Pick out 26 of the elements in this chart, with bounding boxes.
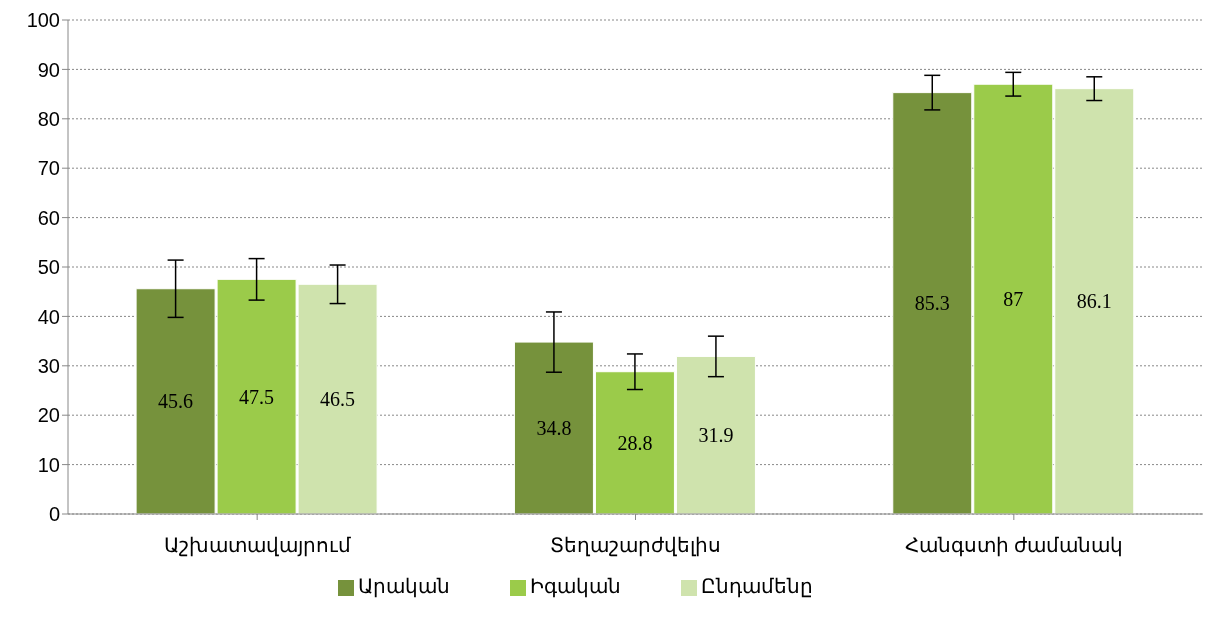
y-tick-label: 20 xyxy=(37,404,60,427)
data-label: 47.5 xyxy=(239,385,275,408)
data-label: 87 xyxy=(1003,288,1024,311)
data-label: 46.5 xyxy=(320,388,356,411)
data-label: 28.8 xyxy=(617,431,653,454)
y-tick-label: 40 xyxy=(37,305,60,328)
legend-label: Ընդամենը xyxy=(701,575,813,597)
data-label: 86.1 xyxy=(1076,290,1112,313)
x-tick-label: Տեղաշարժվելիս xyxy=(550,534,721,558)
y-tick-label: 50 xyxy=(37,256,60,279)
y-tick-label: 90 xyxy=(37,58,60,81)
y-tick-label: 80 xyxy=(37,107,60,130)
y-tick-label: 10 xyxy=(37,453,60,476)
data-label: 45.6 xyxy=(158,390,194,413)
y-tick-label: 30 xyxy=(37,354,60,377)
y-tick-label: 60 xyxy=(37,206,60,229)
x-tick-label: Աշխատավայրում xyxy=(163,534,351,558)
y-tick-label: 0 xyxy=(48,503,60,526)
y-tick-label: 70 xyxy=(37,157,60,180)
legend-label: Իգական xyxy=(530,575,621,597)
legend-label: Արական xyxy=(358,575,450,597)
data-label: 31.9 xyxy=(698,424,734,447)
data-label: 34.8 xyxy=(536,417,572,440)
x-tick-label: Հանգստի ժամանակ xyxy=(904,534,1123,558)
y-tick-label: 100 xyxy=(26,9,60,32)
data-label: 85.3 xyxy=(914,292,950,315)
